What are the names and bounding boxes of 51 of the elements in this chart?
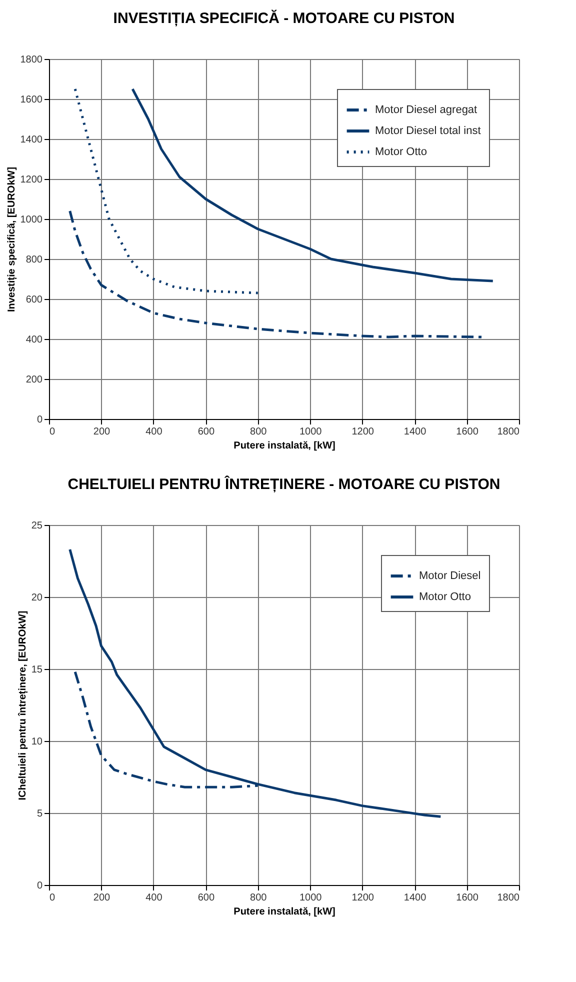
x-tick-label: 1000	[299, 426, 322, 438]
y-axis-title: ICheltuieli pentru întreținere, [EUROkW]	[17, 610, 28, 800]
y-tick-label: 5	[36, 808, 43, 820]
y-tick-label: 800	[26, 254, 43, 266]
x-tick-label: 1400	[404, 426, 427, 438]
y-tick-label: 1000	[20, 214, 43, 226]
line-series	[68, 210, 484, 338]
x-tick-label: 200	[93, 426, 110, 438]
x-tick-label: 1800	[497, 426, 520, 438]
line-series	[74, 670, 260, 788]
x-tick-label: 1800	[497, 892, 520, 904]
y-tick-label: 0	[36, 414, 43, 426]
y-tick-label: 1800	[20, 54, 43, 66]
x-tick-label: 1400	[404, 892, 427, 904]
legend-label: Motor Diesel total inst	[375, 125, 481, 137]
x-tick-label: 0	[50, 426, 56, 438]
x-tick-label: 1200	[352, 426, 374, 438]
x-tick-label: 600	[198, 892, 215, 904]
chart-title: CHELTUIELI PENTRU ÎNTREȚINERE - MOTOARE CU PISTON	[68, 475, 500, 493]
x-tick-label: 1200	[352, 892, 374, 904]
y-tick-label: 15	[31, 664, 43, 676]
x-tick-label: 400	[146, 426, 163, 438]
y-tick-label: 1600	[20, 94, 43, 106]
y-tick-label: 600	[26, 294, 43, 306]
x-tick-label: 0	[50, 892, 56, 904]
y-tick-label: 25	[31, 520, 43, 532]
y-axis-title: Investiție specifică, [EUROkW]	[6, 166, 18, 312]
x-axis-title: Putere instalată, [kW]	[234, 440, 336, 452]
y-tick-label: 10	[31, 736, 43, 748]
y-tick-label: 400	[26, 334, 43, 346]
y-tick-label: 200	[26, 374, 43, 386]
legend-label: Motor Diesel	[419, 570, 481, 582]
legend-label: Motor Otto	[375, 146, 427, 158]
x-tick-label: 1000	[299, 892, 322, 904]
y-tick-label: 1400	[20, 134, 43, 146]
legend-label: Motor Otto	[419, 591, 471, 603]
y-tick-label: 0	[36, 880, 43, 892]
chart-title: INVESTIȚIA SPECIFICĂ - MOTOARE CU PISTON	[113, 9, 455, 27]
line-series	[131, 88, 494, 282]
legend-label: Motor Diesel agregat	[375, 104, 478, 116]
x-tick-label: 600	[198, 426, 215, 438]
x-tick-label: 1600	[456, 892, 479, 904]
y-tick-label: 20	[31, 592, 43, 604]
y-tick-label: 1200	[20, 174, 43, 186]
x-tick-label: 800	[250, 426, 268, 438]
line-series	[74, 88, 260, 294]
x-tick-label: 200	[93, 892, 110, 904]
x-tick-label: 400	[146, 892, 163, 904]
x-tick-label: 800	[250, 892, 268, 904]
x-tick-label: 1600	[456, 426, 479, 438]
x-axis-title: Putere instalată, [kW]	[234, 906, 336, 918]
